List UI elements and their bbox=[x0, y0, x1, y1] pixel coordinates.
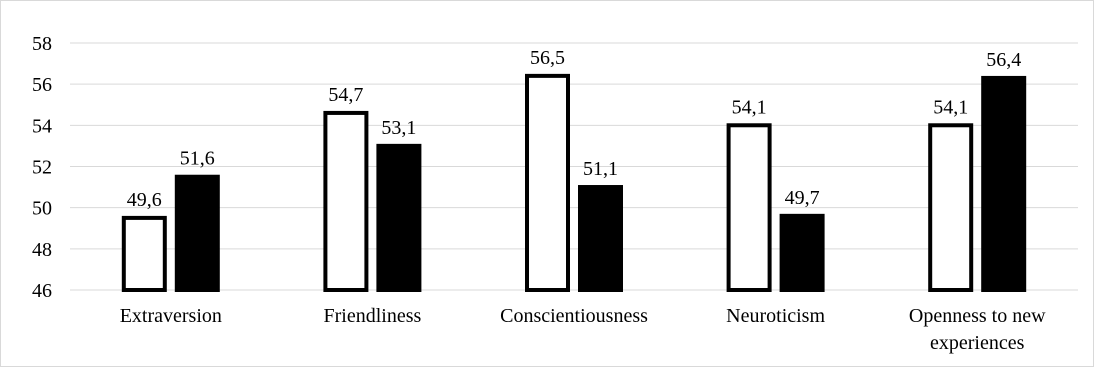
bar-black-4 bbox=[779, 213, 825, 292]
x-category-label: Extraversion bbox=[120, 305, 222, 327]
bar-black-5 bbox=[981, 75, 1027, 292]
y-axis-ticks: 46 48 50 52 54 56 58 bbox=[32, 33, 52, 302]
x-category-label: Conscientiousness bbox=[500, 305, 648, 327]
data-label: 54,7 bbox=[328, 84, 363, 106]
y-tick-label: 56 bbox=[32, 74, 52, 96]
data-label: 56,4 bbox=[986, 49, 1021, 71]
data-label: 49,7 bbox=[785, 187, 820, 209]
bar-black-3 bbox=[578, 185, 623, 292]
bar-black-2 bbox=[376, 143, 422, 292]
bar-white-2 bbox=[323, 110, 369, 292]
gridlines bbox=[70, 42, 1078, 291]
bars bbox=[121, 73, 1027, 293]
data-labels: 49,6 51,6 54,7 53,1 56,5 51,1 54,1 49,7 54,1 56,4 bbox=[127, 47, 1021, 211]
data-label: 49,6 bbox=[127, 189, 162, 211]
y-tick-label: 52 bbox=[32, 157, 52, 179]
y-tick-label: 50 bbox=[32, 198, 52, 220]
bar-black-1 bbox=[174, 174, 220, 293]
y-tick-label: 58 bbox=[32, 33, 52, 55]
x-category-label: Friendliness bbox=[324, 305, 422, 327]
x-axis-categories: Extraversion Friendliness Conscientiousnes… bbox=[120, 305, 1046, 354]
bar-white-4 bbox=[726, 123, 772, 293]
data-label: 56,5 bbox=[530, 47, 565, 69]
data-label: 51,1 bbox=[583, 158, 618, 180]
bar-white-1 bbox=[121, 215, 167, 292]
data-label: 53,1 bbox=[381, 117, 416, 139]
x-category-label: Openness to new experiences bbox=[909, 305, 1046, 354]
data-label: 54,1 bbox=[933, 96, 968, 118]
y-tick-label: 54 bbox=[32, 115, 52, 137]
bar-white-3 bbox=[525, 73, 570, 292]
y-tick-label: 48 bbox=[32, 239, 52, 261]
bar-white-5 bbox=[928, 123, 974, 293]
x-category-label: Neuroticism bbox=[726, 305, 825, 327]
data-label: 51,6 bbox=[180, 148, 215, 170]
y-tick-label: 46 bbox=[32, 280, 52, 302]
data-label: 54,1 bbox=[732, 96, 767, 118]
